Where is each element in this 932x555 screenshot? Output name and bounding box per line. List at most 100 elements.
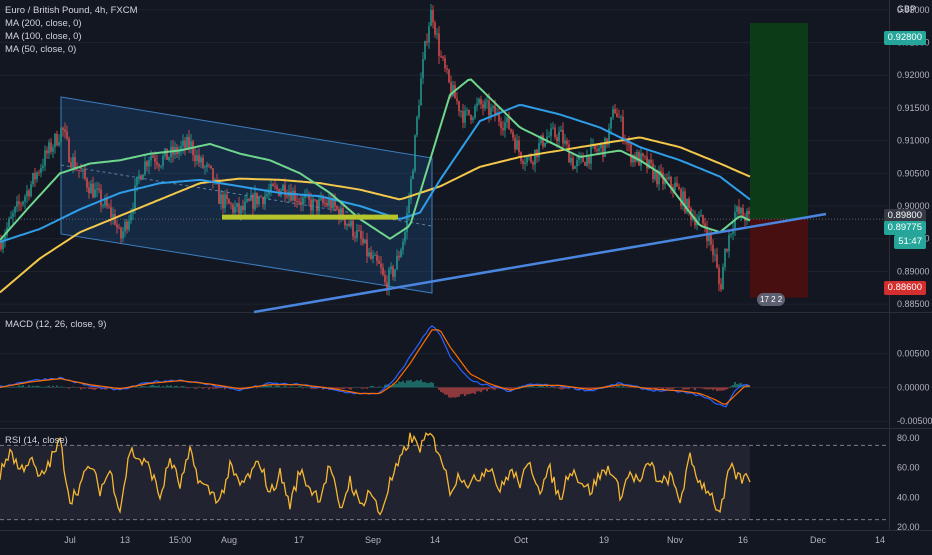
candle-body xyxy=(572,157,574,169)
candle-body xyxy=(746,211,748,221)
candle-body xyxy=(350,220,352,227)
macd-histogram-bar xyxy=(298,386,300,388)
macd-histogram-bar xyxy=(204,387,206,388)
macd-histogram-bar xyxy=(548,387,550,388)
macd-histogram-bar xyxy=(156,385,158,388)
candle-body xyxy=(694,216,696,226)
macd-histogram-bar xyxy=(624,386,626,388)
macd-histogram-bar xyxy=(146,386,148,388)
macd-histogram-bar xyxy=(658,387,660,389)
macd-histogram-bar xyxy=(428,382,430,388)
macd-histogram-bar xyxy=(596,387,598,388)
macd-histogram-bar xyxy=(590,387,592,390)
macd-histogram-bar xyxy=(340,387,342,389)
candle-body xyxy=(656,169,658,185)
macd-histogram-bar xyxy=(414,381,416,388)
macd-histogram-bar xyxy=(480,387,482,393)
macd-histogram-bar xyxy=(356,387,358,388)
macd-histogram-bar xyxy=(430,382,432,388)
macd-histogram-bar xyxy=(224,387,226,390)
candle-body xyxy=(190,141,192,148)
candle-body xyxy=(178,150,180,155)
candle-body xyxy=(294,190,296,202)
macd-histogram-bar xyxy=(664,387,666,388)
macd-histogram-bar xyxy=(24,387,26,388)
macd-histogram-bar xyxy=(310,387,312,389)
target-zone xyxy=(750,22,808,220)
macd-histogram-bar xyxy=(592,387,594,390)
candle-body xyxy=(446,68,448,70)
macd-histogram-bar xyxy=(268,385,270,388)
ma50-legend[interactable]: MA (50, close, 0) xyxy=(5,44,77,55)
candle-body xyxy=(80,170,82,172)
macd-histogram-bar xyxy=(308,386,310,388)
time-tick-label: Nov xyxy=(667,535,684,545)
candle-body xyxy=(740,208,742,214)
candle-body xyxy=(420,78,422,106)
candle-body xyxy=(576,160,578,167)
macd-histogram-bar xyxy=(594,387,596,389)
macd-title[interactable]: MACD (12, 26, close, 9) xyxy=(5,319,107,330)
candle-body xyxy=(34,173,36,180)
macd-histogram-bar xyxy=(706,387,708,390)
candle-body xyxy=(150,155,152,161)
macd-histogram-bar xyxy=(418,380,420,388)
candle-body xyxy=(206,164,208,167)
macd-histogram-bar xyxy=(616,386,618,388)
macd-histogram-bar xyxy=(12,386,14,388)
macd-histogram-bar xyxy=(230,387,232,389)
candle-body xyxy=(622,116,624,140)
macd-histogram-bar xyxy=(532,385,534,388)
candle-body xyxy=(516,140,518,150)
macd-histogram-bar xyxy=(58,386,60,388)
candle-body xyxy=(544,142,546,147)
candle-body xyxy=(302,197,304,205)
macd-histogram-bar xyxy=(446,387,448,395)
macd-histogram-bar xyxy=(384,384,386,388)
macd-histogram-bar xyxy=(312,387,314,389)
macd-histogram-bar xyxy=(70,387,72,388)
ma100-legend[interactable]: MA (100, close, 0) xyxy=(5,31,82,42)
macd-histogram-bar xyxy=(730,386,732,388)
symbol-title[interactable]: Euro / British Pound, 4h, FXCM xyxy=(5,5,138,16)
candle-body xyxy=(646,156,648,169)
macd-histogram-bar xyxy=(456,387,458,398)
candle-body xyxy=(452,85,454,97)
candle-body xyxy=(340,207,342,220)
macd-histogram-bar xyxy=(678,387,680,388)
candle-body xyxy=(234,206,236,213)
macd-histogram-bar xyxy=(448,387,450,398)
candle-body xyxy=(476,103,478,107)
macd-histogram-bar xyxy=(96,387,98,389)
macd-histogram-bar xyxy=(546,385,548,388)
rsi-pane xyxy=(0,431,889,521)
macd-histogram-bar xyxy=(404,382,406,388)
macd-histogram-bar xyxy=(388,384,390,388)
candle-body xyxy=(124,221,126,232)
time-tick-label: 15:00 xyxy=(169,535,192,545)
ma200-legend[interactable]: MA (200, close, 0) xyxy=(5,18,82,29)
macd-histogram-bar xyxy=(354,387,356,388)
candle-body xyxy=(620,116,622,118)
events-badge[interactable]: 17 2 2 xyxy=(757,293,786,306)
macd-histogram-bar xyxy=(454,387,456,398)
candle-body xyxy=(142,174,144,180)
candle-body xyxy=(104,198,106,206)
candle-body xyxy=(70,162,72,168)
macd-histogram-bar xyxy=(44,386,46,388)
candle-body xyxy=(338,209,340,220)
candle-body xyxy=(392,266,394,277)
candle-body xyxy=(90,183,92,194)
candle-body xyxy=(262,197,264,205)
macd-histogram-bar xyxy=(48,385,50,388)
candle-body xyxy=(378,260,380,264)
candle-body xyxy=(242,206,244,210)
candle-body xyxy=(728,234,730,252)
candle-body xyxy=(484,101,486,109)
candle-body xyxy=(482,104,484,109)
macd-histogram-bar xyxy=(702,387,704,389)
macd-histogram-bar xyxy=(724,387,726,391)
rsi-title[interactable]: RSI (14, close) xyxy=(5,435,68,446)
